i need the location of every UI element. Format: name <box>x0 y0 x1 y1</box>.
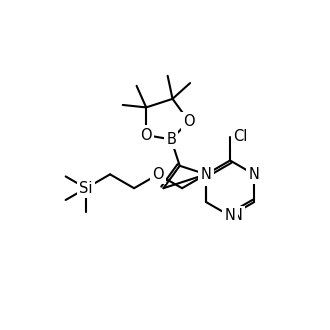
Text: N: N <box>232 209 243 223</box>
Text: O: O <box>183 114 195 129</box>
Text: N: N <box>201 167 212 182</box>
Text: N: N <box>225 209 236 223</box>
Text: B: B <box>166 132 176 147</box>
Text: Si: Si <box>79 181 93 196</box>
Text: O: O <box>152 167 164 182</box>
Text: N: N <box>249 167 259 182</box>
Text: Cl: Cl <box>233 129 248 145</box>
Text: O: O <box>140 128 152 143</box>
Text: N: N <box>201 169 212 184</box>
